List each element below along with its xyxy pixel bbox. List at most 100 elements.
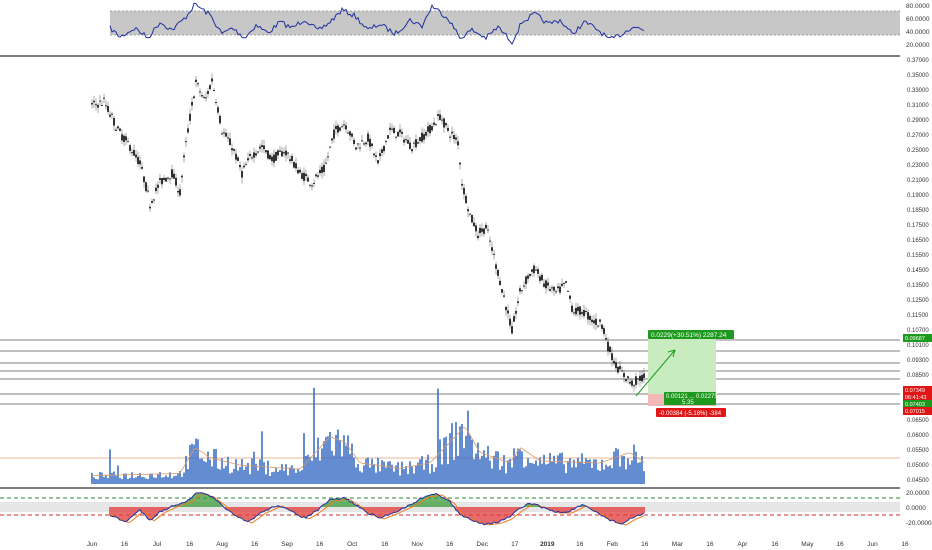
candle-body bbox=[97, 104, 99, 108]
candle-body bbox=[217, 107, 219, 113]
volume-bar bbox=[257, 470, 259, 484]
candle-body bbox=[489, 240, 491, 242]
volume-bar bbox=[595, 459, 597, 484]
candle-body bbox=[263, 145, 265, 150]
volume-bar bbox=[455, 422, 457, 484]
price-tick-label: 0.19000 bbox=[907, 193, 929, 199]
candle-body bbox=[485, 224, 487, 229]
volume-bar bbox=[351, 443, 353, 484]
candle-body bbox=[539, 276, 541, 281]
volume-bar bbox=[467, 410, 469, 484]
volume-bar bbox=[101, 472, 103, 484]
volume-bar bbox=[511, 467, 513, 484]
volume-bar bbox=[275, 468, 277, 484]
volume-bar bbox=[425, 459, 427, 484]
candle-body bbox=[129, 145, 131, 151]
candle-body bbox=[579, 306, 581, 315]
volume-bar bbox=[605, 464, 607, 484]
candle-body bbox=[353, 139, 355, 144]
candle-body bbox=[631, 380, 633, 386]
volume-bar bbox=[321, 448, 323, 484]
volume-bar bbox=[369, 467, 371, 484]
candle-body bbox=[583, 310, 585, 317]
time-axis: Jun 16 Jul 16 Aug 16 Sep 16 Oct 16 Nov 16 Dec 17 2019 1… bbox=[87, 541, 909, 548]
candle-body bbox=[487, 229, 489, 231]
volume-bar bbox=[573, 459, 575, 484]
candle-body bbox=[383, 145, 385, 152]
volume-bar bbox=[215, 449, 217, 484]
volume-bar bbox=[435, 467, 437, 484]
volume-bar bbox=[157, 474, 159, 484]
candle-body bbox=[335, 126, 337, 130]
time-tick-label: Dec bbox=[476, 541, 488, 548]
candle-body bbox=[615, 362, 617, 369]
profit-zone bbox=[648, 338, 716, 394]
volume-bar bbox=[295, 472, 297, 484]
volume-bar bbox=[189, 445, 191, 484]
volume-bar bbox=[599, 471, 601, 484]
price-tick-label: 0.12500 bbox=[907, 298, 929, 304]
volume-bar bbox=[307, 454, 309, 484]
candle-body bbox=[591, 319, 593, 323]
price-tick-label: 0.21000 bbox=[907, 178, 929, 184]
volume-bar bbox=[129, 477, 131, 484]
candle-body bbox=[147, 190, 149, 192]
time-tick-label: Apr bbox=[737, 541, 748, 548]
candle-body bbox=[479, 227, 481, 234]
volume-panel bbox=[91, 387, 645, 484]
volume-bar bbox=[503, 455, 505, 484]
volume-bar bbox=[375, 472, 377, 484]
volume-bar bbox=[199, 458, 201, 484]
candle-body bbox=[295, 163, 297, 169]
candle-body bbox=[139, 160, 141, 165]
volume-bar bbox=[245, 466, 247, 484]
volume-bar bbox=[293, 468, 295, 484]
price-tick-label: 0.10700 bbox=[907, 328, 929, 334]
volume-bar bbox=[639, 462, 641, 484]
volume-bar bbox=[579, 461, 581, 484]
volume-bar bbox=[347, 435, 349, 484]
volume-bar bbox=[305, 455, 307, 484]
candle-body bbox=[433, 122, 435, 125]
candle-body bbox=[561, 283, 563, 286]
candle-body bbox=[203, 96, 205, 98]
volume-bar bbox=[527, 458, 529, 484]
volume-bar bbox=[421, 456, 423, 484]
volume-bar bbox=[419, 459, 421, 484]
volume-bar bbox=[111, 472, 113, 484]
volume-bar bbox=[571, 467, 573, 484]
volume-bar bbox=[213, 449, 215, 484]
trade-position-tool[interactable]: 0.0229(+30.51%) 2287.24 0.00121 ... 0.022… bbox=[635, 330, 734, 417]
candle-body bbox=[161, 178, 163, 185]
price-tag-label: 0.07403 bbox=[905, 402, 925, 408]
price-tick-label: 0.18500 bbox=[907, 208, 929, 214]
volume-bar bbox=[591, 467, 593, 484]
candle-body bbox=[359, 147, 361, 149]
volume-bar bbox=[211, 466, 213, 484]
candle-body bbox=[609, 346, 611, 352]
price-tick-label: 0.09300 bbox=[907, 358, 929, 364]
volume-bar bbox=[223, 468, 225, 484]
price-tick-label: 0.04500 bbox=[907, 478, 929, 484]
candle-body bbox=[121, 134, 123, 141]
candle-body bbox=[369, 138, 371, 147]
candle-body bbox=[201, 95, 203, 97]
candle-body bbox=[229, 138, 231, 146]
price-tick-label: 0.15500 bbox=[907, 253, 929, 259]
volume-bar bbox=[479, 459, 481, 484]
entry-sub-label: 5.35 bbox=[682, 400, 694, 406]
candle-body bbox=[589, 315, 591, 321]
price-tick-label: 0.17500 bbox=[907, 223, 929, 229]
candle-body bbox=[319, 169, 321, 174]
volume-bar bbox=[141, 477, 143, 484]
time-tick-label: Jun bbox=[867, 541, 878, 548]
candle-body bbox=[343, 124, 345, 126]
volume-bar bbox=[311, 460, 313, 484]
volume-bar bbox=[299, 471, 301, 484]
candle-body bbox=[361, 140, 363, 142]
volume-bar bbox=[151, 473, 153, 484]
candle-body bbox=[447, 127, 449, 131]
candle-body bbox=[531, 269, 533, 272]
volume-bar bbox=[431, 464, 433, 484]
price-tick-label: 0.23000 bbox=[907, 163, 929, 169]
